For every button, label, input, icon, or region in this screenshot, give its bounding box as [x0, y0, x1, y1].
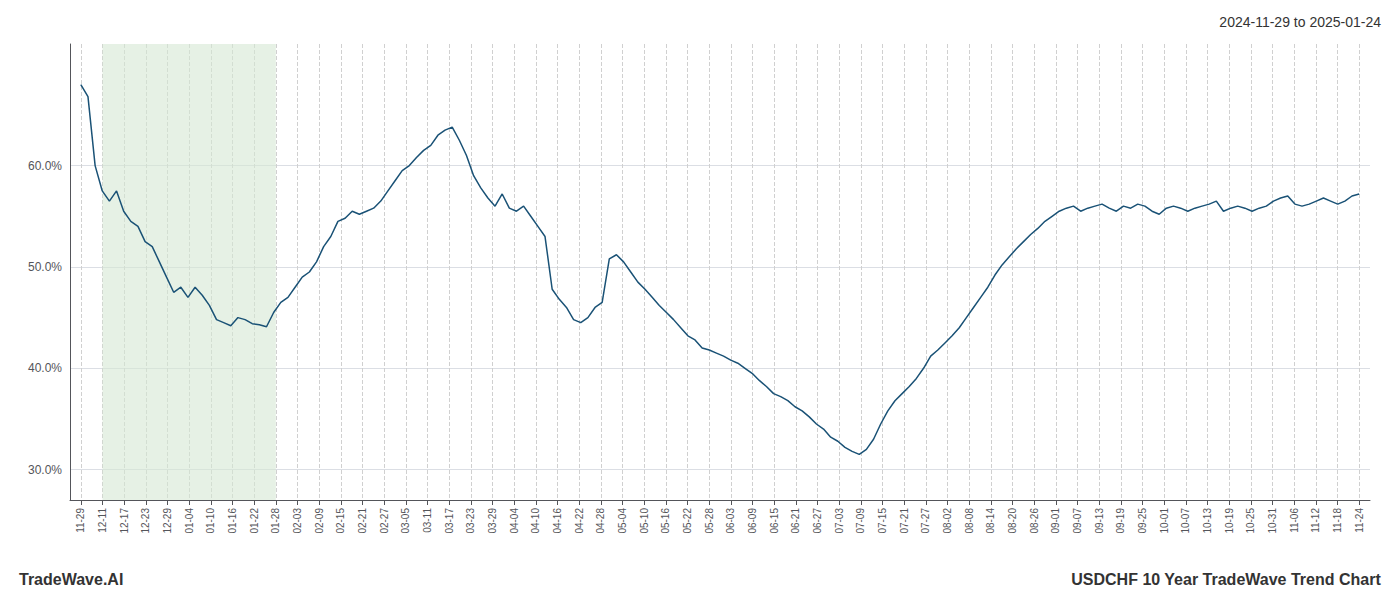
svg-text:09-19: 09-19 — [1115, 508, 1126, 534]
svg-text:07-21: 07-21 — [899, 508, 910, 534]
svg-text:09-13: 09-13 — [1094, 508, 1105, 534]
svg-text:04-04: 04-04 — [509, 508, 520, 534]
svg-text:12-11: 12-11 — [97, 508, 108, 533]
svg-text:12-17: 12-17 — [119, 508, 130, 534]
svg-text:08-26: 08-26 — [1029, 508, 1040, 534]
svg-text:12-23: 12-23 — [140, 508, 151, 534]
svg-text:06-27: 06-27 — [812, 508, 823, 534]
svg-text:40.0%: 40.0% — [28, 361, 62, 375]
svg-text:01-10: 01-10 — [205, 508, 216, 534]
svg-text:11-12: 11-12 — [1310, 508, 1321, 533]
svg-text:10-25: 10-25 — [1245, 508, 1256, 534]
svg-text:03-05: 03-05 — [400, 508, 411, 534]
svg-text:07-27: 07-27 — [920, 508, 931, 534]
svg-text:09-25: 09-25 — [1137, 508, 1148, 534]
svg-text:07-09: 07-09 — [855, 508, 866, 534]
svg-text:11-06: 11-06 — [1289, 508, 1300, 533]
svg-text:07-03: 07-03 — [834, 508, 845, 534]
svg-text:10-07: 10-07 — [1180, 508, 1191, 534]
svg-text:10-19: 10-19 — [1224, 508, 1235, 534]
svg-text:01-04: 01-04 — [184, 508, 195, 534]
svg-text:10-13: 10-13 — [1202, 508, 1213, 534]
svg-text:08-08: 08-08 — [964, 508, 975, 534]
svg-text:03-11: 03-11 — [422, 508, 433, 533]
svg-text:11-29: 11-29 — [75, 508, 86, 533]
svg-text:05-28: 05-28 — [704, 508, 715, 534]
svg-text:02-03: 02-03 — [292, 508, 303, 534]
svg-text:60.0%: 60.0% — [28, 159, 62, 173]
svg-text:10-01: 10-01 — [1159, 508, 1170, 534]
svg-text:04-16: 04-16 — [552, 508, 563, 534]
svg-text:09-01: 09-01 — [1050, 508, 1061, 534]
svg-text:USDCHF 10 Year TradeWave Trend: USDCHF 10 Year TradeWave Trend Chart — [1071, 571, 1381, 588]
svg-text:08-02: 08-02 — [942, 508, 953, 534]
svg-text:TradeWave.AI: TradeWave.AI — [19, 571, 123, 588]
svg-text:06-21: 06-21 — [790, 508, 801, 534]
svg-text:04-22: 04-22 — [574, 508, 585, 534]
svg-text:05-22: 05-22 — [682, 508, 693, 534]
svg-text:50.0%: 50.0% — [28, 260, 62, 274]
svg-text:04-10: 04-10 — [530, 508, 541, 534]
svg-text:01-16: 01-16 — [227, 508, 238, 534]
svg-text:03-29: 03-29 — [487, 508, 498, 534]
svg-text:05-10: 05-10 — [639, 508, 650, 534]
svg-text:10-31: 10-31 — [1267, 508, 1278, 534]
svg-text:06-03: 06-03 — [725, 508, 736, 534]
svg-text:01-22: 01-22 — [249, 508, 260, 534]
svg-text:06-15: 06-15 — [769, 508, 780, 534]
svg-text:03-17: 03-17 — [444, 508, 455, 534]
svg-text:08-14: 08-14 — [985, 508, 996, 534]
svg-text:30.0%: 30.0% — [28, 463, 62, 477]
svg-text:03-23: 03-23 — [465, 508, 476, 534]
svg-text:08-20: 08-20 — [1007, 508, 1018, 534]
svg-text:01-28: 01-28 — [270, 508, 281, 534]
svg-text:12-29: 12-29 — [162, 508, 173, 534]
svg-text:02-27: 02-27 — [379, 508, 390, 534]
svg-text:2024-11-29 to 2025-01-24: 2024-11-29 to 2025-01-24 — [1219, 14, 1381, 30]
svg-text:11-18: 11-18 — [1332, 508, 1343, 533]
svg-text:05-04: 05-04 — [617, 508, 628, 534]
svg-text:02-09: 02-09 — [314, 508, 325, 534]
svg-text:04-28: 04-28 — [595, 508, 606, 534]
svg-text:02-15: 02-15 — [335, 508, 346, 534]
svg-text:07-15: 07-15 — [877, 508, 888, 534]
svg-text:05-16: 05-16 — [660, 508, 671, 534]
svg-text:02-21: 02-21 — [357, 508, 368, 534]
svg-text:11-24: 11-24 — [1354, 508, 1365, 533]
svg-text:06-09: 06-09 — [747, 508, 758, 534]
svg-text:09-07: 09-07 — [1072, 508, 1083, 534]
